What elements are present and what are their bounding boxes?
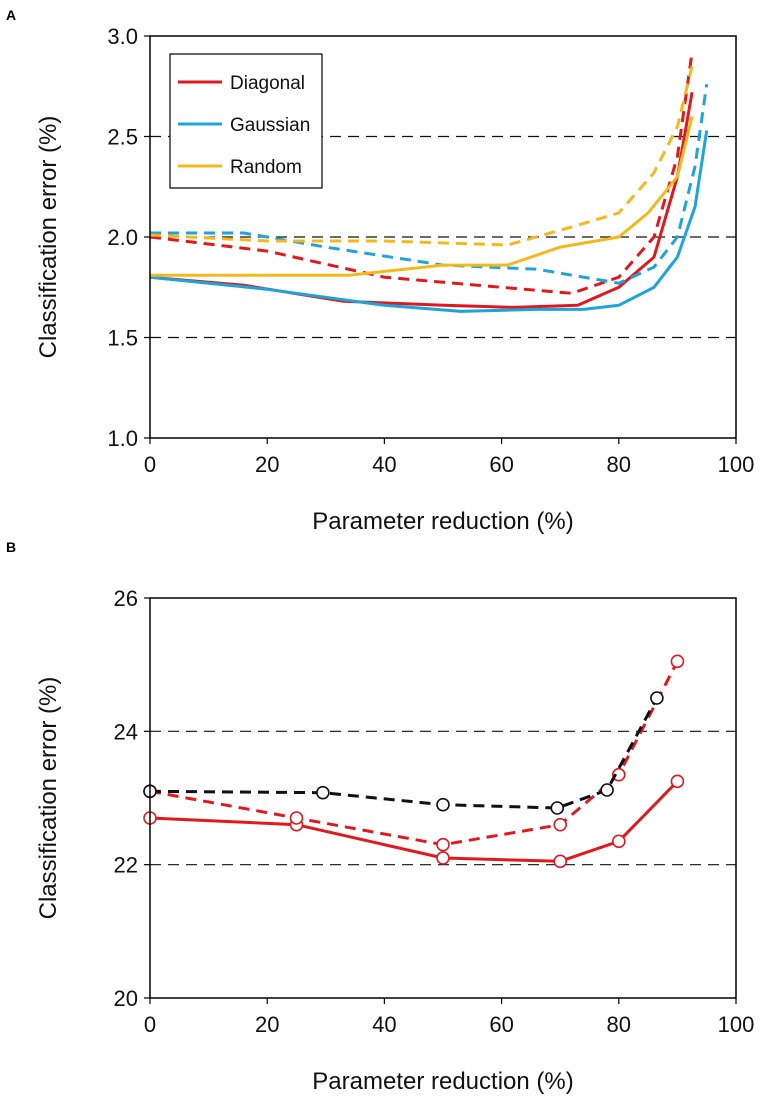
data-point: [600, 783, 614, 797]
panel-b-y-ticks: 20 22 24 26: [114, 586, 150, 1011]
y-tick-label: 24: [114, 719, 138, 744]
y-tick-label: 1.5: [107, 326, 138, 351]
y-tick-label: 26: [114, 586, 138, 611]
y-tick-label: 22: [114, 853, 138, 878]
panel-a-y-ticks: 1.0 1.5 2.0 2.5 3.0: [107, 24, 150, 451]
panel-a-y-axis-title: Classification error (%): [35, 116, 62, 359]
panel-a: A 1.0 1.5 2.0 2.5 3.0 0 20 40 60 80 100 Parameter…: [6, 7, 754, 535]
panel-a-series: [149, 51, 709, 313]
data-point: [611, 767, 626, 782]
x-tick-label: 80: [607, 1012, 631, 1037]
panel-b-y-axis-title: Classification error (%): [35, 677, 62, 920]
legend-label-gaussian: Gaussian: [230, 115, 310, 136]
y-tick-label: 2.0: [107, 225, 138, 250]
y-tick-label: 2.5: [107, 125, 138, 150]
panel-b-plot-frame: [149, 597, 737, 999]
data-point: [553, 854, 568, 869]
data-point: [611, 834, 626, 849]
x-tick-label: 80: [607, 452, 631, 477]
series-line-random-solid: [150, 116, 694, 277]
data-point: [436, 837, 450, 852]
panel-a-x-axis-title: Parameter reduction (%): [312, 508, 573, 535]
legend-label-random: Random: [230, 157, 302, 178]
panel-a-label: A: [6, 7, 16, 23]
x-tick-label: 60: [489, 1012, 513, 1037]
data-point: [289, 811, 304, 825]
data-point: [436, 797, 450, 812]
x-tick-label: 60: [489, 452, 513, 477]
panel-b-x-ticks: 0 20 40 60 80 100: [144, 998, 754, 1037]
y-tick-label: 3.0: [107, 24, 138, 49]
x-tick-label: 40: [372, 452, 396, 477]
data-point: [436, 851, 450, 865]
legend-label-diagonal: Diagonal: [230, 73, 305, 94]
data-point: [553, 817, 568, 832]
data-point: [650, 691, 664, 705]
x-tick-label: 0: [144, 452, 156, 477]
series-line-red-dashed-dashed: [149, 660, 679, 847]
series-line-diagonal-dashed: [149, 51, 694, 295]
data-point: [316, 785, 330, 800]
series-line-gaussian-solid: [149, 130, 709, 313]
x-tick-label: 40: [372, 1012, 396, 1037]
y-tick-label: 1.0: [107, 426, 138, 451]
panel-a-x-ticks: 0 20 40 60 80 100: [144, 438, 754, 477]
x-tick-label: 20: [255, 452, 279, 477]
panel-a-legend: Diagonal Gaussian Random: [169, 53, 323, 189]
panel-b-series: [143, 654, 685, 869]
series-line-black-dashed-dashed: [149, 697, 659, 810]
data-point: [550, 801, 565, 815]
series-line-random-dashed: [149, 65, 694, 247]
series-line-red-solid-solid: [149, 780, 679, 863]
x-tick-label: 20: [255, 1012, 279, 1037]
panel-b-x-axis-title: Parameter reduction (%): [312, 1068, 573, 1095]
panel-b-label: B: [6, 539, 16, 555]
y-tick-label: 20: [114, 986, 138, 1011]
x-tick-label: 0: [144, 1012, 156, 1037]
data-point: [670, 774, 685, 789]
x-tick-label: 100: [718, 452, 755, 477]
x-tick-label: 100: [718, 1012, 755, 1037]
data-point: [670, 654, 685, 669]
